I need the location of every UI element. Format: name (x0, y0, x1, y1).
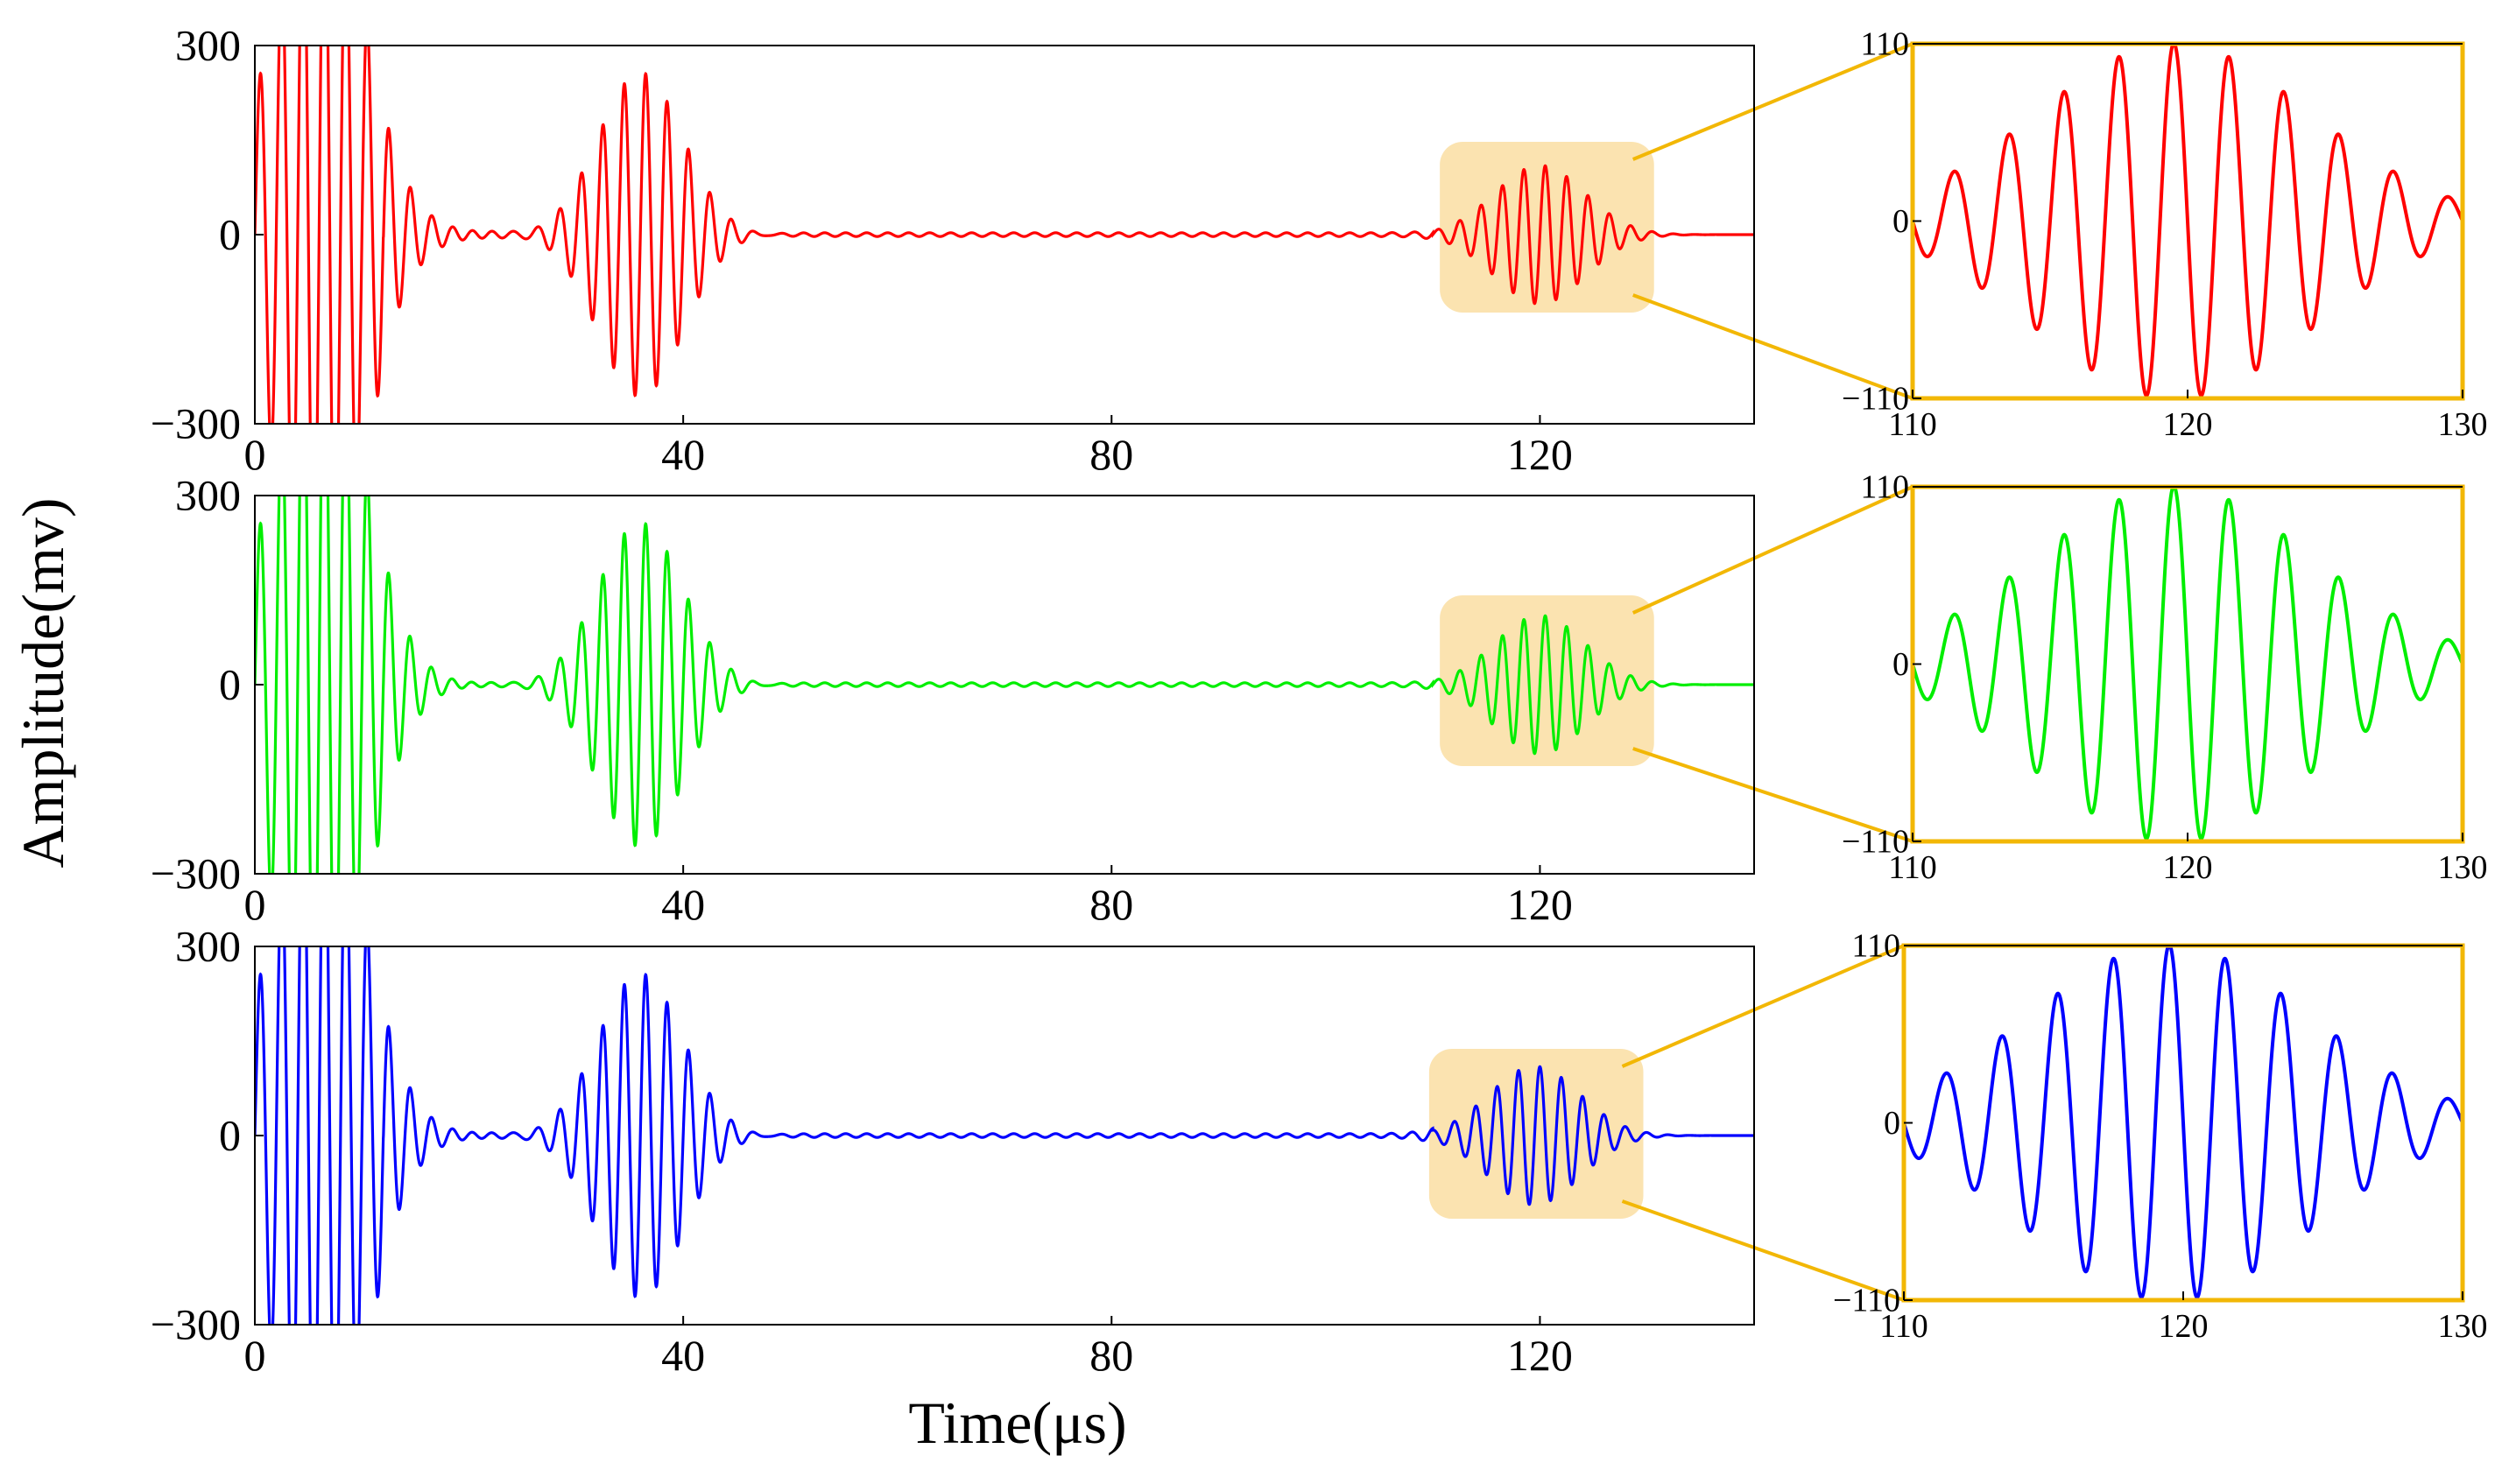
main-top-ytick-label: 300 (175, 21, 241, 70)
main-middle-ytick-label: −300 (151, 849, 241, 898)
zoom-middle-ytick-label: −110 (1842, 824, 1909, 861)
zoom-top-xtick-label: 130 (2438, 406, 2488, 443)
main-middle-xtick-label: 0 (244, 880, 266, 929)
zoom-top: 110 120 130 110 0 −110 (1842, 26, 2488, 443)
zoom-top-xtick-label: 120 (2163, 406, 2213, 443)
main-top-xtick-label: 40 (661, 430, 705, 479)
main-middle-series-line (255, 496, 1754, 874)
zoom-bottom-ytick-label: 0 (1884, 1105, 1900, 1142)
main-top-zoom-connector-top (1632, 42, 1913, 161)
zoom-bottom-series-line (1904, 946, 2463, 1299)
zoom-top-ytick-label: −110 (1842, 381, 1909, 418)
x-axis-label: Time(μs) (908, 1389, 1126, 1456)
main-bottom-zoom-connector-bottom (1621, 1199, 1905, 1302)
zoom-bottom-ytick-label: −110 (1833, 1283, 1900, 1319)
zoom-top-ytick-label: 110 (1860, 26, 1909, 63)
main-top-ytick-label: −300 (151, 399, 241, 448)
main-middle-zoom-connector-top (1632, 485, 1913, 615)
main-bottom-ytick-label: −300 (151, 1300, 241, 1349)
zoom-bottom-ytick-label: 110 (1851, 928, 1900, 965)
main-bottom-zoom-connector-top (1621, 944, 1905, 1068)
main-middle-ytick-label: 0 (219, 660, 241, 709)
zoom-middle-xtick-label: 120 (2163, 849, 2213, 886)
zoom-middle-xtick-label: 110 (1888, 849, 1937, 886)
zoom-bottom-xtick-label: 110 (1879, 1308, 1928, 1345)
main-bottom-highlight-region (1428, 1049, 1644, 1219)
zoom-top-ytick-label: 0 (1892, 203, 1909, 240)
main-top-xtick-label: 0 (244, 430, 266, 479)
main-middle-zoom-connector-bottom (1632, 747, 1913, 843)
zoom-top-series-line (1913, 44, 2463, 397)
main-middle-xtick-label: 120 (1507, 880, 1573, 929)
zoom-bottom: 110 120 130 110 0 −110 (1833, 928, 2488, 1345)
main-middle-ytick-label: 300 (175, 471, 241, 520)
main-bottom-xtick-label: 40 (661, 1331, 705, 1380)
main-top-series-line (255, 46, 1754, 424)
main-top-ytick-label: 0 (219, 210, 241, 259)
main-bottom-xtick-label: 0 (244, 1331, 266, 1380)
zoom-middle-ytick-label: 110 (1860, 469, 1909, 506)
zoom-middle-ytick-label: 0 (1892, 646, 1909, 683)
main-middle-xtick-label: 40 (661, 880, 705, 929)
zoom-bottom-xtick-label: 130 (2438, 1308, 2488, 1345)
main-bottom-ytick-label: 0 (219, 1111, 241, 1160)
zoom-middle: 110 120 130 110 0 −110 (1842, 469, 2488, 886)
main-middle-xtick-label: 80 (1089, 880, 1133, 929)
zoom-bottom-xtick-label: 120 (2159, 1308, 2209, 1345)
main-top-xtick-label: 80 (1089, 430, 1133, 479)
main-bottom-xtick-label: 120 (1507, 1331, 1573, 1380)
connector-layer (1621, 42, 1913, 1302)
zoom-top-xtick-label: 110 (1888, 406, 1937, 443)
main-top-xtick-label: 120 (1507, 430, 1573, 479)
y-axis-label: Amplitude(mv) (10, 497, 76, 868)
main-bottom-series-line (255, 946, 1754, 1325)
main-bottom-ytick-label: 300 (175, 922, 241, 971)
main-top-zoom-connector-bottom (1632, 293, 1913, 400)
zoom-middle-xtick-label: 130 (2438, 849, 2488, 886)
zoom-middle-series-line (1913, 487, 2463, 840)
main-bottom-xtick-label: 80 (1089, 1331, 1133, 1380)
